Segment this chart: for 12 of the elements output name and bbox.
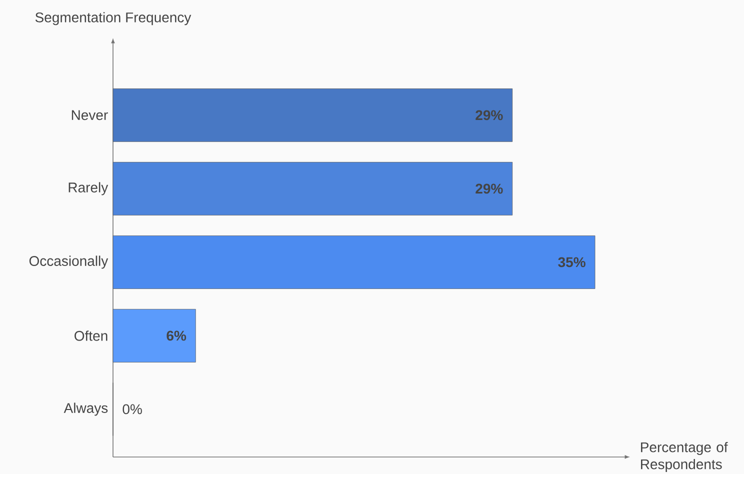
y-tick-label: Occasionally [29,256,108,269]
data-label: 29% [476,184,503,194]
y-tick-label: Never [72,110,108,120]
y-tick-label: Always [64,402,108,416]
data-label: 35% [558,257,586,268]
data-label: 0% [122,404,142,414]
data-label: 6% [166,330,186,341]
x-axis-title: Percentage of Respondents [641,442,728,472]
y-axis-title: Segmentation Frequency [35,12,192,26]
data-label: 29% [476,110,503,120]
y-tick-label: Rarely [68,182,108,196]
y-tick-label: Often [74,330,108,341]
